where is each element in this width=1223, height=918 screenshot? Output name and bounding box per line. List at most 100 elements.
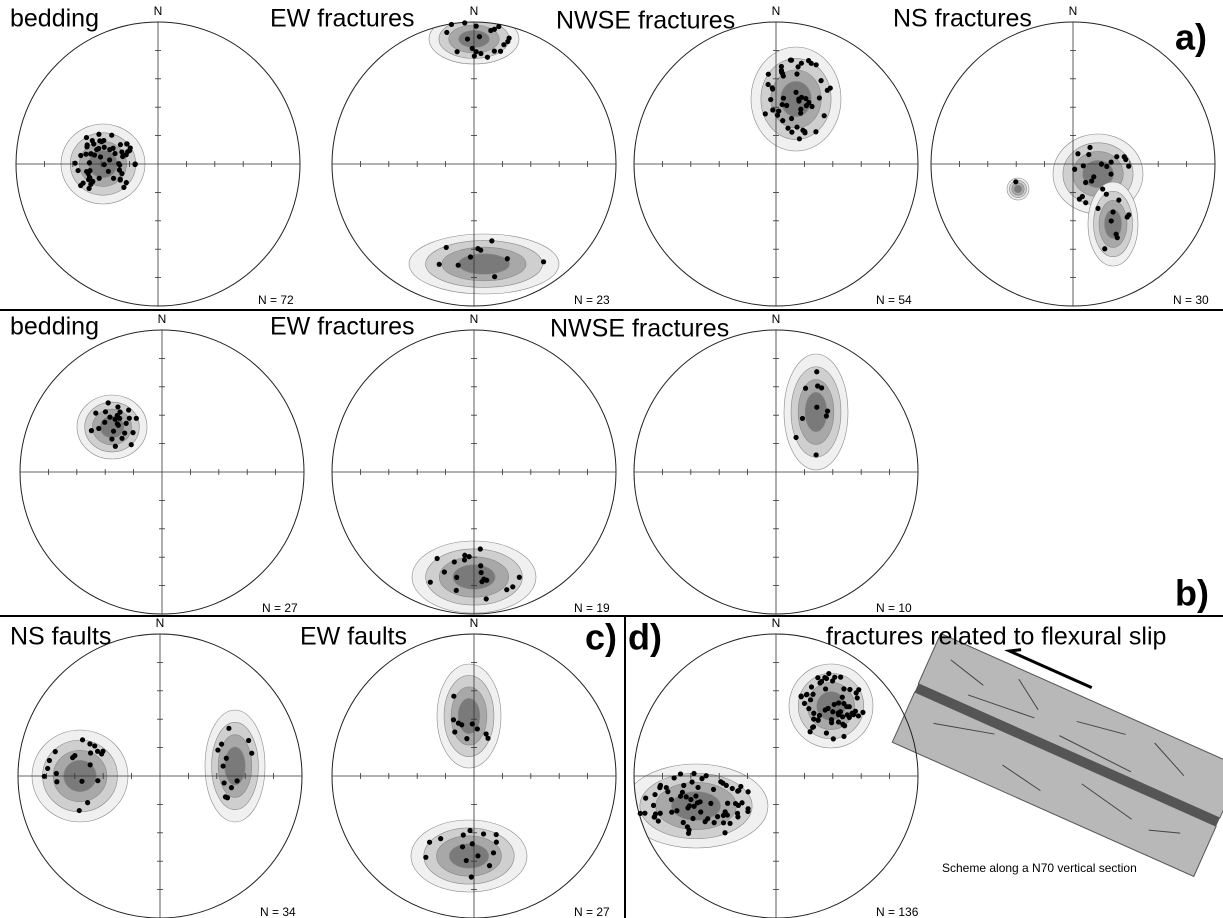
pole-dot	[797, 136, 802, 141]
pole-dot	[806, 706, 811, 711]
pole-dot	[78, 183, 83, 188]
pole-dot	[669, 810, 674, 815]
pole-dot	[780, 118, 785, 123]
pole-dot	[106, 400, 111, 405]
pole-dot	[109, 133, 114, 138]
net-title: fractures related to flexural slip	[826, 623, 1166, 651]
pole-dot	[838, 709, 843, 714]
pole-dot	[124, 141, 129, 146]
pole-dot	[1113, 232, 1118, 237]
count-label: N = 10	[876, 601, 912, 615]
pole-dot	[510, 584, 515, 589]
pole-dot	[485, 55, 490, 60]
pole-dot	[442, 569, 447, 574]
pole-dot	[642, 811, 647, 816]
pole-dot	[1083, 200, 1088, 205]
pole-dot	[838, 675, 843, 680]
pole-dot	[110, 146, 115, 151]
pole-dot	[768, 97, 773, 102]
pole-dot	[479, 579, 484, 584]
pole-dot	[484, 578, 489, 583]
pole-dot	[124, 180, 129, 185]
pole-dot	[132, 162, 137, 167]
pole-dot	[799, 694, 804, 699]
north-label: N	[158, 312, 167, 326]
count-label: N = 136	[876, 905, 919, 918]
pole-dot	[695, 785, 700, 790]
pole-dot	[106, 169, 111, 174]
pole-dot	[494, 832, 499, 837]
pole-dot	[73, 161, 78, 166]
pole-dot	[1108, 171, 1113, 176]
pole-dot	[850, 711, 855, 716]
pole-dot	[770, 86, 775, 91]
count-label: N = 19	[574, 601, 610, 615]
pole-dot	[107, 415, 112, 420]
pole-dot	[77, 808, 82, 813]
pole-dot	[831, 736, 836, 741]
pole-dot	[669, 797, 674, 802]
stereonet: NN = 136	[624, 616, 919, 918]
pole-dot	[80, 737, 85, 742]
pole-dot	[249, 751, 254, 756]
pole-dot	[800, 128, 805, 133]
pole-dot	[802, 701, 807, 706]
pole-dot	[692, 804, 697, 809]
pole-dot	[825, 409, 830, 414]
pole-dot	[456, 263, 461, 268]
pole-dot	[712, 820, 717, 825]
pole-dot	[494, 840, 499, 845]
pole-dot	[97, 176, 102, 181]
pole-dot	[794, 71, 799, 76]
pole-dot	[1083, 180, 1088, 185]
pole-dot	[735, 789, 740, 794]
pole-dot	[126, 407, 131, 412]
pole-dot	[487, 863, 492, 868]
pole-dot	[444, 30, 449, 35]
pole-dot	[461, 832, 466, 837]
pole-dot	[1104, 192, 1109, 197]
pole-dot	[469, 874, 474, 879]
panel-letter: a)	[1175, 17, 1207, 58]
pole-dot	[474, 49, 479, 54]
pole-dot	[92, 743, 97, 748]
pole-dot	[1075, 151, 1080, 156]
pole-dot	[789, 116, 794, 121]
pole-dot	[766, 72, 771, 77]
pole-dot	[841, 701, 846, 706]
pole-dot	[830, 709, 835, 714]
pole-dot	[711, 787, 716, 792]
pole-dot	[727, 821, 732, 826]
count-label: N = 27	[262, 601, 298, 615]
pole-dot	[481, 831, 486, 836]
count-label: N = 27	[574, 905, 610, 918]
pole-dot	[698, 799, 703, 804]
contour	[1014, 185, 1021, 192]
pole-dot	[826, 671, 831, 676]
pole-dot	[454, 588, 459, 593]
pole-dot	[1114, 154, 1119, 159]
pole-dot	[117, 416, 122, 421]
pole-dot	[845, 712, 850, 717]
pole-dot	[674, 808, 679, 813]
pole-dot	[246, 738, 251, 743]
pole-dot	[91, 141, 96, 146]
pole-dot	[215, 747, 220, 752]
pole-dot	[444, 245, 449, 250]
pole-dot	[115, 404, 120, 409]
pole-dot	[462, 553, 467, 558]
pole-dot	[1125, 214, 1130, 219]
pole-dot	[99, 139, 104, 144]
pole-dot	[223, 794, 228, 799]
pole-dot	[1087, 145, 1092, 150]
pole-dot	[485, 736, 490, 741]
pole-dot	[638, 811, 643, 816]
pole-dot	[823, 686, 828, 691]
pole-dot	[221, 763, 226, 768]
pole-dot	[224, 756, 229, 761]
stereonet: N N = 27	[20, 312, 304, 615]
pole-dot	[504, 587, 509, 592]
pole-dot	[855, 695, 860, 700]
pole-dot	[1091, 174, 1096, 179]
pole-dot	[794, 124, 799, 129]
